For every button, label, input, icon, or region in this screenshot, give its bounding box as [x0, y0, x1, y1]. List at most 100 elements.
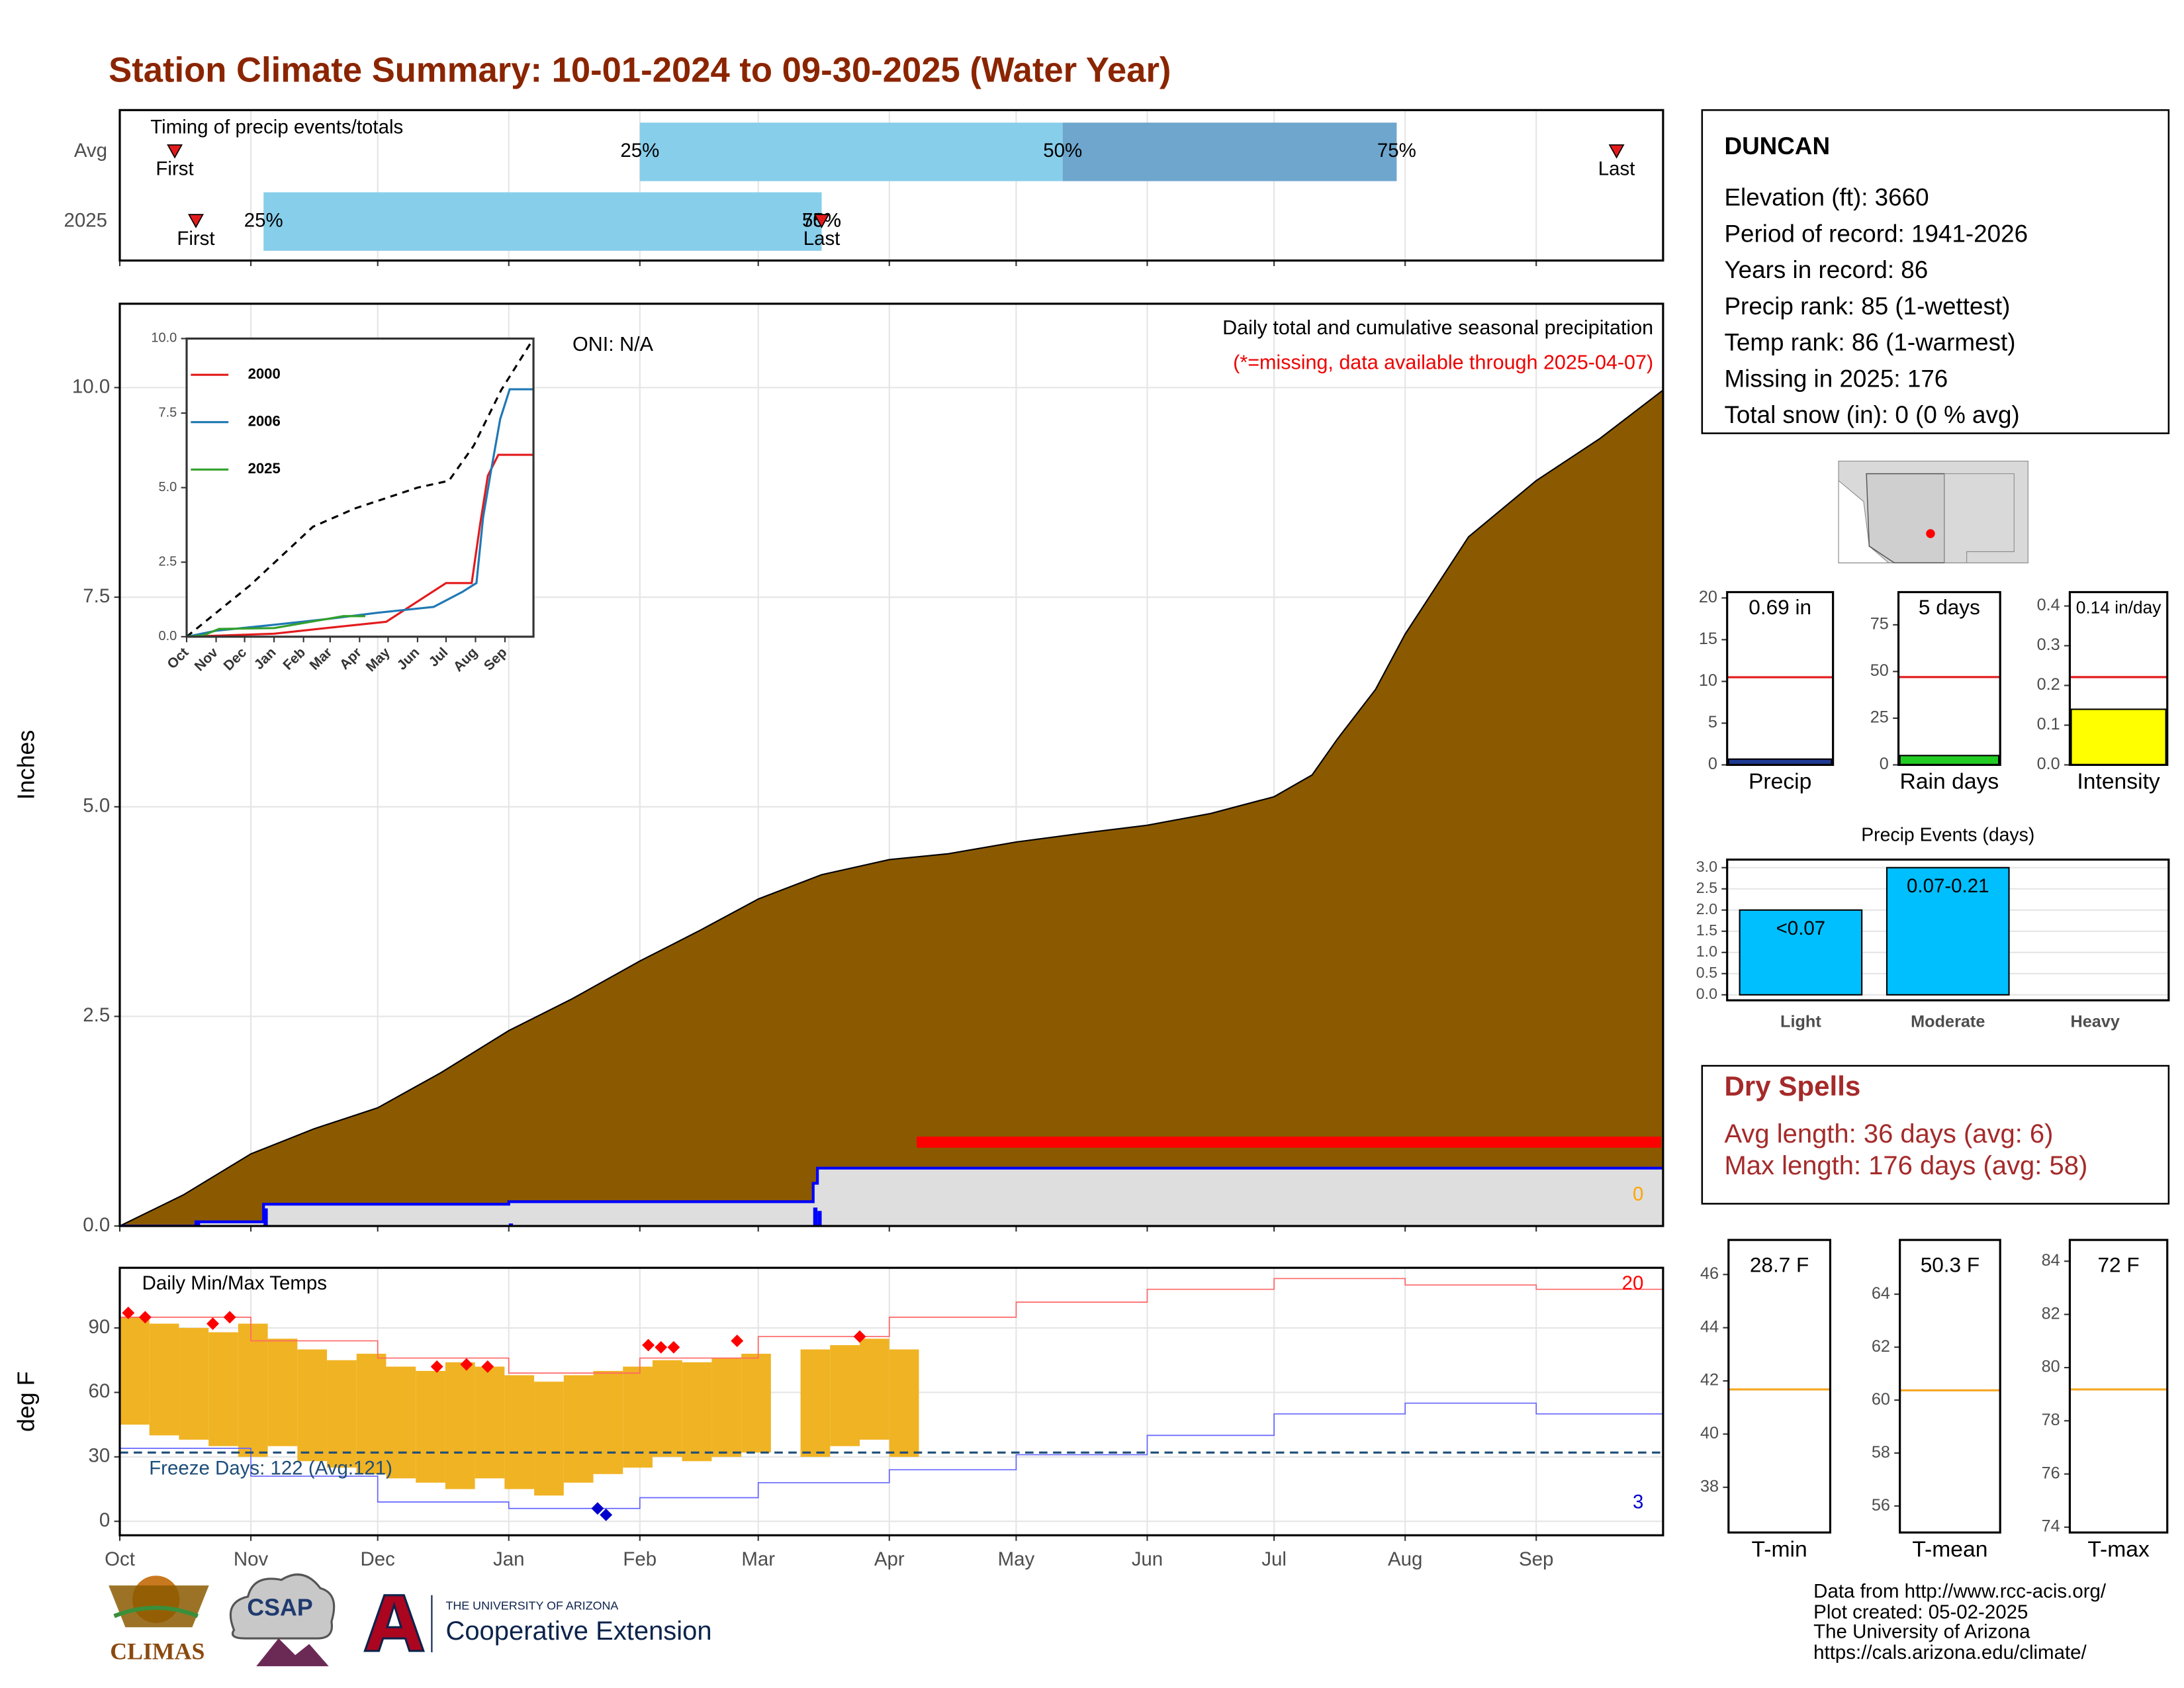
record-marker: [430, 1360, 443, 1373]
ua-name: THE UNIVERSITY OF ARIZONA: [445, 1599, 618, 1612]
x-tick-label: Nov: [234, 1548, 269, 1570]
value-label: 50.3 F: [1921, 1252, 1979, 1276]
average-line: [187, 338, 534, 637]
missing-marker: [1555, 1137, 1560, 1148]
y-tick-label: 20: [1699, 588, 1717, 606]
missing-marker: [1030, 1137, 1036, 1148]
missing-marker: [1373, 1137, 1378, 1148]
missing-marker: [1627, 1137, 1632, 1148]
y-tick-label: 1.0: [1696, 943, 1717, 960]
missing-marker: [1424, 1137, 1429, 1148]
missing-marker: [1174, 1137, 1179, 1148]
missing-marker: [1170, 1137, 1175, 1148]
y-tick-label: 90: [88, 1316, 110, 1338]
quantile-label: 50%: [1043, 140, 1082, 162]
temp-range-bar: [563, 1375, 594, 1483]
record-marker: [655, 1340, 668, 1354]
csap-cloud: [229, 1573, 336, 1640]
bar: [1899, 755, 2000, 765]
y-tick-label: 84: [2042, 1251, 2060, 1270]
temp-range-bar: [623, 1366, 653, 1468]
missing-marker: [1280, 1137, 1285, 1148]
missing-marker: [1407, 1137, 1412, 1148]
missing-marker: [1580, 1137, 1585, 1148]
station-location: [1926, 529, 1935, 538]
marker-label: Last: [803, 228, 841, 250]
panel-border: [185, 337, 535, 638]
missing-marker: [1512, 1137, 1518, 1148]
missing-marker: [1267, 1137, 1273, 1148]
y-tick-label: 7.5: [159, 405, 177, 420]
missing-marker: [1563, 1137, 1569, 1148]
missing-marker: [1111, 1137, 1116, 1148]
missing-marker: [1635, 1137, 1640, 1148]
missing-marker: [1394, 1137, 1399, 1148]
missing-marker: [1369, 1137, 1374, 1148]
daily-precip-bar: [813, 1207, 818, 1227]
missing-marker: [1597, 1137, 1602, 1148]
bar-q50-q75: [1062, 122, 1397, 181]
missing-marker: [1538, 1137, 1543, 1148]
missing-marker: [1242, 1137, 1247, 1148]
station-line: Total snow (in): 0 (0 % avg): [1724, 401, 2019, 428]
station-line: Elevation (ft): 3660: [1724, 184, 1929, 211]
missing-marker: [1107, 1137, 1112, 1148]
missing-marker: [1381, 1137, 1387, 1148]
missing-marker: [1331, 1137, 1336, 1148]
plot-area: [1898, 676, 2001, 765]
missing-marker: [942, 1137, 947, 1148]
station-line: Years in record: 86: [1724, 256, 1928, 283]
station-line: Precip rank: 85 (1-wettest): [1724, 293, 2010, 320]
panel-title: Timing of precip events/totals: [150, 116, 403, 138]
y-tick-label: 56: [1872, 1496, 1890, 1515]
missing-marker: [1183, 1137, 1188, 1148]
missing-marker: [1415, 1137, 1420, 1148]
marker-label: First: [177, 228, 214, 250]
missing-marker: [1204, 1137, 1209, 1148]
category-label: Avg: [74, 140, 107, 162]
missing-marker: [1034, 1137, 1040, 1148]
temp-range-bar: [800, 1349, 831, 1457]
y-tick-label: 1.5: [1696, 921, 1717, 939]
x-axis-title: T-max: [2087, 1537, 2150, 1562]
y-tick-label: 0.0: [1696, 985, 1717, 1002]
missing-marker: [1140, 1137, 1146, 1148]
missing-marker: [1128, 1137, 1133, 1148]
timing-marker: [1608, 144, 1625, 159]
plot-area: [187, 338, 534, 637]
missing-marker: [1208, 1137, 1213, 1148]
missing-marker: [1259, 1137, 1264, 1148]
record-marker: [460, 1358, 473, 1371]
missing-marker: [1145, 1137, 1150, 1148]
panel-title: Daily Min/Max Temps: [142, 1272, 327, 1294]
bar-label: <0.07: [1776, 917, 1826, 939]
credit-line: Plot created: 05-02-2025: [1813, 1601, 2028, 1623]
locator-map: [1838, 461, 2028, 564]
panel-border: [1727, 1239, 1832, 1534]
missing-marker: [1551, 1137, 1556, 1148]
plot-area: [119, 1278, 1663, 1521]
temp-range-bar: [416, 1371, 445, 1483]
missing-marker: [1500, 1137, 1505, 1148]
record-marker: [853, 1330, 866, 1343]
x-axis-title: Intensity: [2077, 770, 2160, 794]
missing-marker: [1606, 1137, 1611, 1148]
missing-marker: [929, 1137, 934, 1148]
missing-marker: [1398, 1137, 1404, 1148]
missing-marker: [1360, 1137, 1365, 1148]
x-tick-label: May: [998, 1548, 1035, 1570]
missing-marker: [1602, 1137, 1606, 1148]
missing-marker: [1216, 1137, 1222, 1148]
panel-border: [1726, 590, 1835, 767]
temp-range-bar: [179, 1328, 209, 1440]
panel-border: [118, 303, 1664, 1227]
missing-marker: [950, 1137, 955, 1148]
missing-marker: [1411, 1137, 1416, 1148]
panel-background: [1898, 592, 2001, 765]
legend-label: 2006: [248, 413, 281, 430]
missing-marker: [1483, 1137, 1488, 1148]
missing-marker: [1639, 1137, 1645, 1148]
missing-marker: [1136, 1137, 1142, 1148]
missing-marker: [1098, 1137, 1103, 1148]
